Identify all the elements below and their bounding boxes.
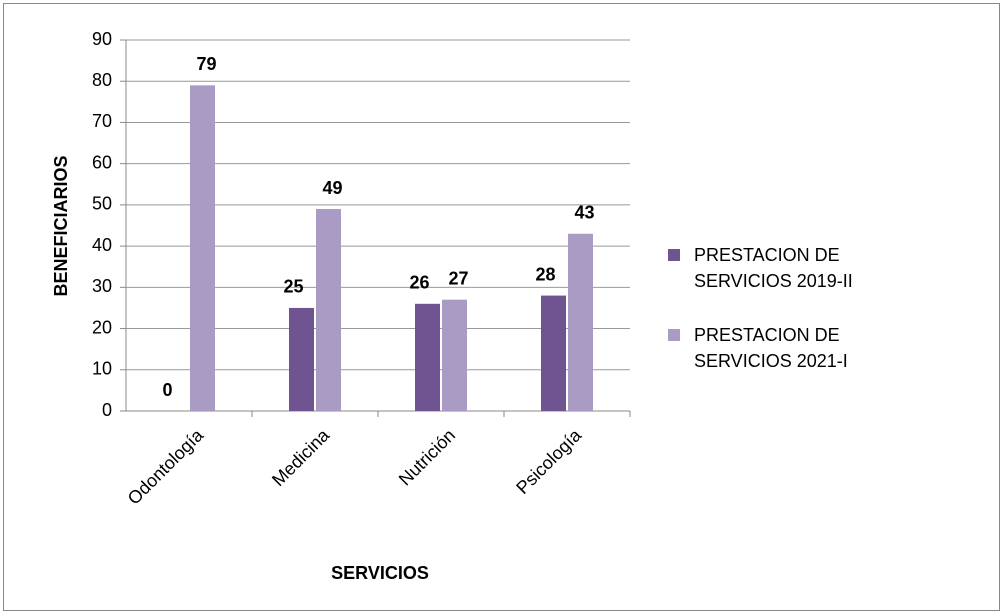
data-label: 26 (409, 273, 429, 293)
data-label: 0 (162, 380, 172, 400)
y-tick-label: 0 (102, 400, 112, 420)
x-axis-title: SERVICIOS (331, 563, 429, 583)
y-tick-label: 90 (92, 29, 112, 49)
data-label: 25 (283, 277, 303, 297)
y-tick-label: 80 (92, 70, 112, 90)
data-label: 27 (448, 268, 468, 288)
y-tick-label: 30 (92, 276, 112, 296)
x-tick-label: Medicina (268, 424, 334, 490)
bar (316, 209, 341, 411)
x-tick-label: Odontología (124, 424, 208, 508)
y-tick-label: 20 (92, 317, 112, 337)
y-axis-title: BENEFICIARIOS (51, 155, 71, 296)
y-tick-label: 40 (92, 235, 112, 255)
x-tick-label: Psicología (512, 424, 586, 498)
y-tick-label: 10 (92, 359, 112, 379)
bar (442, 299, 467, 411)
bar (289, 307, 314, 411)
y-tick-label: 60 (92, 152, 112, 172)
y-tick-label: 50 (92, 194, 112, 214)
legend-label: PRESTACION DE SERVICIOS 2019-II (694, 245, 853, 291)
x-tick-label: Nutrición (395, 425, 459, 489)
legend-swatch (668, 329, 680, 341)
data-label: 28 (535, 264, 555, 284)
bar (541, 295, 566, 411)
legend-item: PRESTACION DE SERVICIOS 2019-II (668, 242, 994, 294)
legend-item: PRESTACION DE SERVICIOS 2021-I (668, 322, 994, 374)
legend-label: PRESTACION DE SERVICIOS 2021-I (694, 325, 848, 371)
data-label: 49 (322, 178, 342, 198)
y-tick-label: 70 (92, 111, 112, 131)
chart-border (3, 3, 1000, 611)
bar (190, 85, 215, 411)
bar (415, 303, 440, 411)
data-label: 79 (196, 54, 216, 74)
legend-swatch (668, 249, 680, 261)
bar (568, 233, 593, 411)
data-label: 43 (574, 202, 594, 222)
